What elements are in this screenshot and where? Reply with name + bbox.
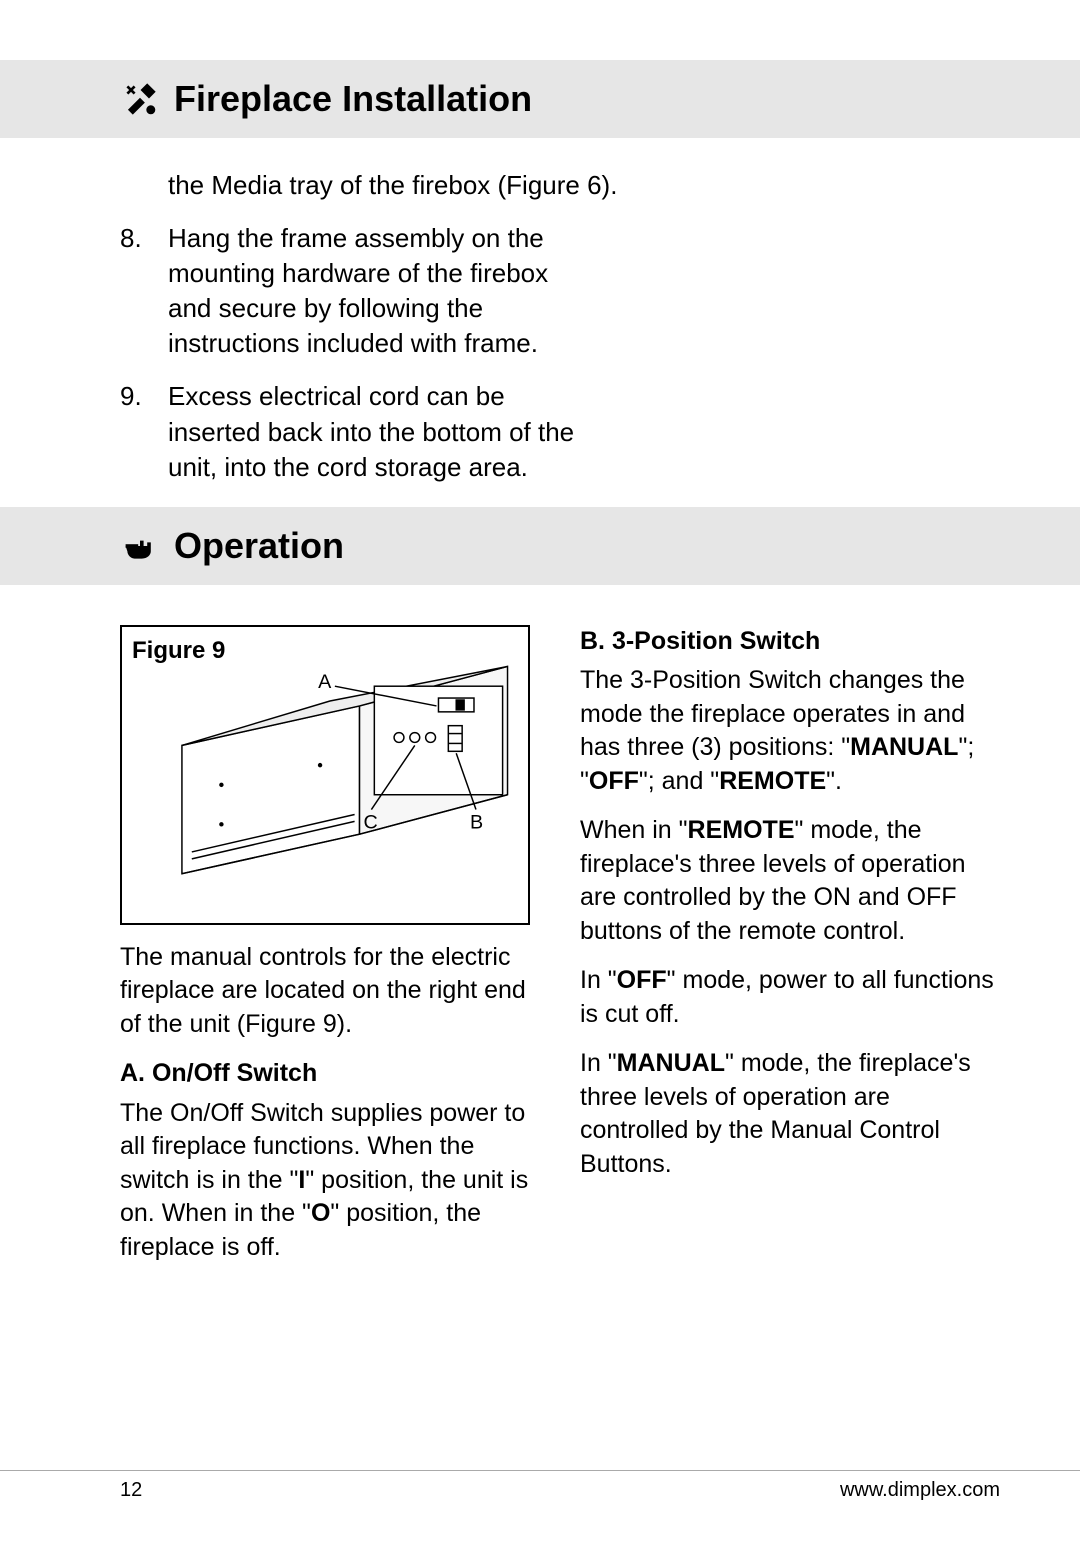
text: In " [580,1049,617,1077]
list-number: 8. [120,221,148,361]
section-title-operation: Operation [174,525,344,567]
installation-content: the Media tray of the firebox (Figure 6)… [0,138,1080,485]
text: ". [826,767,842,795]
list-item: 9. Excess electrical cord can be inserte… [120,379,580,484]
intro-text: The manual controls for the electric fir… [120,941,540,1042]
pointing-hand-icon [120,526,160,566]
text: When in " [580,816,688,844]
list-text: Excess electrical cord can be inserted b… [168,379,580,484]
bold-remote: REMOTE [688,816,795,844]
operation-columns: Figure 9 [0,585,1080,1281]
heading-b: B. 3-Position Switch [580,625,1000,659]
figure-9: Figure 9 [120,625,530,925]
figure-label-a: A [318,671,332,693]
tools-icon [120,79,160,119]
list-number: 9. [120,379,148,484]
bold-remote: REMOTE [719,767,826,795]
page-footer: 12 www.dimplex.com [0,1470,1080,1502]
continued-text: the Media tray of the firebox (Figure 6)… [168,168,628,203]
list-item: 8. Hang the frame assembly on the mounti… [120,221,580,361]
para-b2: When in "REMOTE" mode, the fireplace's t… [580,814,1000,948]
para-a: The On/Off Switch supplies power to all … [120,1097,540,1265]
section-title-installation: Fireplace Installation [174,78,532,120]
text: In " [580,966,617,994]
page: Fireplace Installation the Media tray of… [0,0,1080,1542]
footer-url: www.dimplex.com [840,1479,1000,1502]
figure-label-c: C [363,811,377,833]
page-number: 12 [120,1479,142,1502]
para-b1: The 3-Position Switch changes the mode t… [580,664,1000,798]
bold-o: O [311,1199,330,1227]
bold-off: OFF [589,767,639,795]
figure-9-diagram: A C B [122,627,528,923]
list-text: Hang the frame assembly on the mounting … [168,221,580,361]
para-b4: In "MANUAL" mode, the fireplace's three … [580,1047,1000,1181]
text: "; and " [639,767,719,795]
bold-off: OFF [617,966,667,994]
section-header-operation: Operation [0,507,1080,585]
left-column: Figure 9 [120,625,540,1281]
heading-a: A. On/Off Switch [120,1057,540,1091]
bold-manual: MANUAL [850,733,958,761]
section-header-installation: Fireplace Installation [0,60,1080,138]
right-column: B. 3-Position Switch The 3-Position Swit… [580,625,1000,1281]
para-b3: In "OFF" mode, power to all functions is… [580,964,1000,1031]
figure-label-b: B [470,811,483,833]
bold-manual: MANUAL [617,1049,725,1077]
